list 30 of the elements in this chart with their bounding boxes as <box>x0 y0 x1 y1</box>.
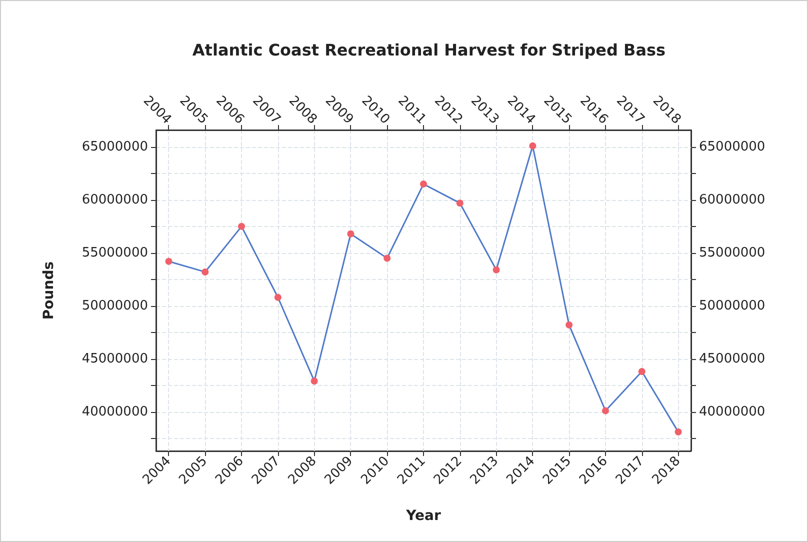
y2-tick-label: 65000000 <box>699 139 766 154</box>
y-tick-label: 45000000 <box>82 351 148 366</box>
y-tick-label: 50000000 <box>82 298 148 314</box>
point <box>420 180 427 188</box>
y-tick-label: 55000000 <box>82 245 148 260</box>
point <box>602 407 609 414</box>
point <box>456 200 464 207</box>
x-axis-title: Year <box>405 508 441 524</box>
y-tick-label: 60000000 <box>82 192 148 208</box>
point <box>566 321 573 328</box>
point <box>274 294 282 301</box>
y-tick-label: 40000000 <box>82 404 148 420</box>
y2-tick-label: 60000000 <box>699 192 766 208</box>
y2-tick-label: 45000000 <box>699 351 766 366</box>
y-tick-label: 65000000 <box>82 139 148 154</box>
point <box>384 254 391 262</box>
point <box>529 142 536 150</box>
y2-tick-label: 40000000 <box>699 404 766 420</box>
point <box>674 428 682 436</box>
point <box>638 368 646 376</box>
y-axis-title: Pounds <box>41 261 57 320</box>
point <box>238 222 246 230</box>
chart-title: Atlantic Coast Recreational Harvest for Striped Bass <box>192 40 666 60</box>
point <box>310 378 318 385</box>
y2-tick-label: 50000000 <box>699 298 766 314</box>
point <box>347 230 354 238</box>
y2-tick-label: 55000000 <box>699 245 766 260</box>
point <box>202 268 209 276</box>
point <box>165 258 172 265</box>
point <box>492 266 500 274</box>
